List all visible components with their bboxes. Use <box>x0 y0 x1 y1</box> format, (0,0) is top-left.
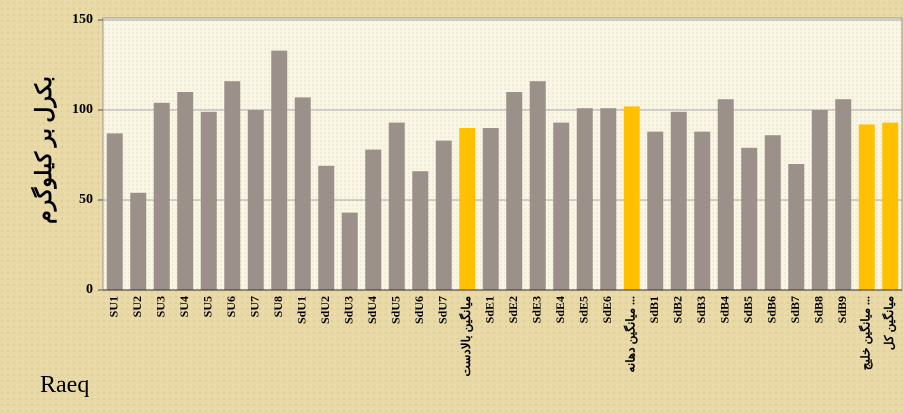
bar <box>271 50 288 290</box>
x-tick-label: SdU7 <box>436 296 450 324</box>
bar <box>365 149 382 290</box>
x-tick-label: SU6 <box>224 296 238 317</box>
x-tick-label: SdE3 <box>530 296 544 323</box>
bar <box>341 212 358 290</box>
bar <box>741 147 758 290</box>
x-tick-label: SU1 <box>107 296 121 317</box>
x-tick-label: SdU2 <box>318 296 332 324</box>
x-tick-label: میانگین خلیج ... <box>858 296 874 370</box>
x-tick-label: SdB1 <box>647 296 661 323</box>
bar <box>882 122 899 290</box>
bar <box>318 165 335 290</box>
bar <box>177 92 194 290</box>
bar <box>435 140 452 290</box>
x-tick-label: SU8 <box>271 296 285 317</box>
x-tick-label: SdB5 <box>741 296 755 323</box>
x-tick-label: SdB3 <box>694 296 708 323</box>
bar <box>529 81 546 290</box>
x-tick-label: SdU4 <box>365 296 379 324</box>
bar <box>412 171 429 290</box>
bar <box>600 108 617 290</box>
bar <box>106 133 123 290</box>
y-axis-label: بکرل بر کیلوگرم <box>30 76 57 224</box>
bar <box>670 111 687 290</box>
bar <box>388 122 405 290</box>
x-tick-label: میانگین بالادست <box>458 296 474 376</box>
x-tick-label: SU7 <box>248 296 262 317</box>
y-tick-label: 0 <box>86 282 93 297</box>
x-tick-label: SdB2 <box>671 296 685 323</box>
x-tick-label: SdB7 <box>788 296 802 323</box>
bar <box>576 108 593 290</box>
bar <box>788 164 805 290</box>
x-tick-label: SdE5 <box>577 296 591 323</box>
bar <box>506 92 523 290</box>
x-tick-label: SdU3 <box>342 296 356 324</box>
bar <box>200 111 217 290</box>
bar <box>623 106 640 291</box>
x-tick-label: میانگین دهانه ... <box>623 296 639 373</box>
x-tick-label: SdU6 <box>412 296 426 324</box>
x-tick-label: SdB9 <box>835 296 849 323</box>
x-tick-label: SdE1 <box>483 296 497 323</box>
x-tick-label: SdE2 <box>506 296 520 323</box>
x-tick-label: SdE6 <box>600 296 614 323</box>
x-tick-label: SU2 <box>130 296 144 317</box>
bar <box>294 97 311 291</box>
bar <box>647 131 664 290</box>
bar <box>224 81 241 290</box>
bar <box>717 99 734 290</box>
bar <box>130 192 147 290</box>
x-tick-label: SU4 <box>177 296 191 317</box>
bar <box>482 128 499 290</box>
y-tick-label: 50 <box>79 192 93 207</box>
x-tick-label: SdB8 <box>812 296 826 323</box>
x-tick-label: SU3 <box>154 296 168 317</box>
x-tick-label: SdU5 <box>389 296 403 324</box>
y-tick-label: 100 <box>72 102 93 117</box>
x-tick-label: SU5 <box>201 296 215 317</box>
bar <box>858 124 875 291</box>
x-tick-label: SdB6 <box>765 296 779 323</box>
bar <box>247 110 264 290</box>
bar <box>811 110 828 290</box>
bar <box>153 102 170 290</box>
x-tick-label: SdB4 <box>718 296 732 323</box>
plot-area <box>102 17 903 291</box>
x-tick-label: میانگین کل <box>881 296 897 350</box>
x-tick-label: SdE4 <box>553 296 567 323</box>
bar <box>553 122 570 290</box>
bar <box>764 135 781 290</box>
y-tick-label: 150 <box>72 12 93 27</box>
x-axis-label: Raeq <box>40 372 89 398</box>
bar <box>835 99 852 290</box>
x-tick-label: SdU1 <box>295 296 309 324</box>
bar <box>694 131 711 290</box>
bar <box>459 128 476 290</box>
